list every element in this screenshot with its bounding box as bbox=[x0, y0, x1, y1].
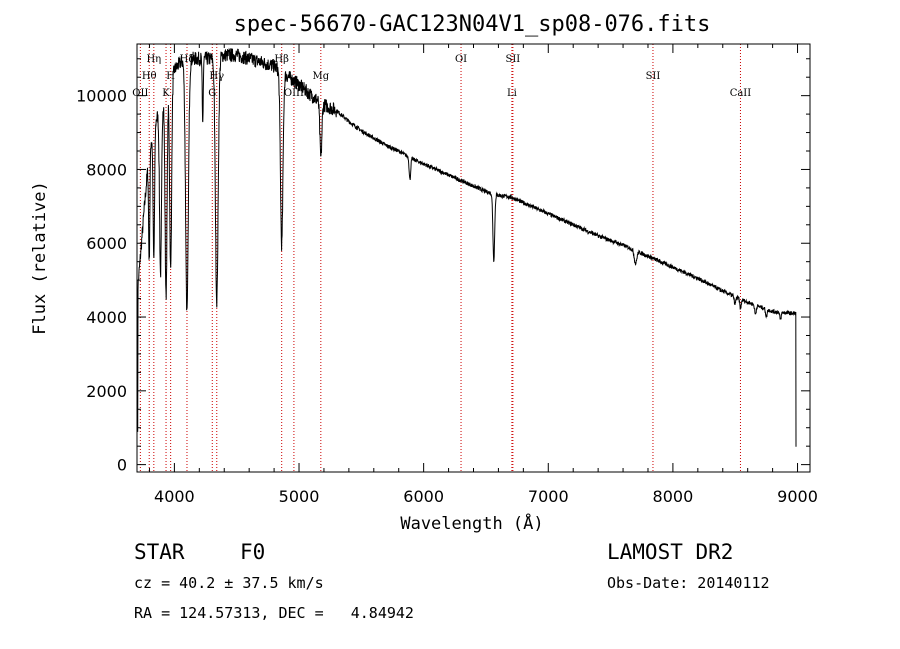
line-marker-label: SII bbox=[646, 71, 661, 82]
obs-date: Obs-Date: 20140112 bbox=[607, 574, 770, 592]
line-marker-label: OIII bbox=[284, 88, 304, 99]
x-tick-label: 5000 bbox=[279, 487, 320, 506]
x-axis-label: Wavelength (Å) bbox=[400, 512, 543, 534]
y-tick-label: 8000 bbox=[86, 160, 127, 179]
chart-title: spec-56670-GAC123N04V1_sp08-076.fits bbox=[234, 12, 711, 37]
line-marker-label: H bbox=[166, 71, 175, 82]
spectral-subclass: F0 bbox=[240, 540, 266, 564]
line-marker-label: CaII bbox=[730, 88, 752, 99]
plot-frame bbox=[136, 43, 811, 473]
line-marker-label: OI bbox=[455, 54, 467, 65]
x-tick-label: 4000 bbox=[154, 487, 195, 506]
y-axis-label: Flux (relative) bbox=[30, 181, 50, 335]
x-axis-ticks: 4000 5000 6000 7000 8000 9000 bbox=[148, 44, 818, 506]
x-tick-label: 7000 bbox=[528, 487, 569, 506]
spectrum-line bbox=[136, 47, 797, 447]
line-marker-label: Mg bbox=[313, 71, 330, 82]
line-marker-label: Hθ bbox=[142, 71, 157, 82]
x-tick-label: 8000 bbox=[653, 487, 694, 506]
line-marker-label: Hβ bbox=[274, 54, 289, 65]
line-marker-labels: Hη Hθ OII HK Hδ Hγ G Hβ OIII Mg OI SII Li SII CaII bbox=[132, 54, 751, 99]
y-tick-label: 4000 bbox=[86, 308, 127, 327]
survey-name: LAMOST DR2 bbox=[607, 540, 734, 564]
line-marker-label: SII bbox=[506, 54, 521, 65]
object-type: STAR bbox=[134, 540, 185, 564]
line-marker-label: Hδ bbox=[180, 54, 195, 65]
coordinates: RA = 124.57313, DEC = 4.84942 bbox=[134, 604, 414, 622]
x-tick-label: 6000 bbox=[403, 487, 444, 506]
y-tick-label: 2000 bbox=[86, 382, 127, 401]
line-marker-label: OII bbox=[132, 88, 148, 99]
y-tick-label: 0 bbox=[117, 456, 127, 475]
line-marker-label: Hγ bbox=[209, 71, 224, 82]
x-tick-label: 9000 bbox=[777, 487, 818, 506]
y-tick-label: 6000 bbox=[86, 234, 127, 253]
line-marker-label: K bbox=[162, 88, 170, 99]
y-tick-label: 10000 bbox=[76, 87, 127, 106]
y-axis-ticks: 0 2000 4000 6000 8000 10000 bbox=[76, 58, 810, 475]
line-marker-label: G bbox=[208, 88, 216, 99]
redshift-readout: cz = 40.2 ± 37.5 km/s bbox=[134, 574, 324, 592]
line-marker-label: Li bbox=[507, 88, 517, 99]
line-marker-label: Hη bbox=[146, 54, 161, 65]
